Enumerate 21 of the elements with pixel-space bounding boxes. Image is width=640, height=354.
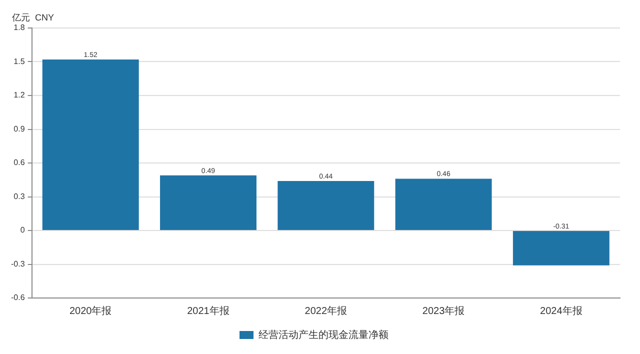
y-tick-label: 0.6 bbox=[14, 158, 26, 168]
bar bbox=[512, 231, 610, 266]
x-tick-label: 2023年报 bbox=[422, 304, 465, 317]
x-tick-label: 2024年报 bbox=[540, 304, 582, 317]
y-tick-label: -0.3 bbox=[10, 259, 26, 268]
x-tick-label: 2021年报 bbox=[187, 304, 230, 317]
y-tick-label: 0.9 bbox=[14, 124, 26, 134]
y-axis-title: 亿元 CNY bbox=[11, 12, 54, 22]
bar bbox=[42, 60, 139, 230]
bar bbox=[278, 181, 374, 230]
bar bbox=[160, 175, 256, 230]
bar bbox=[395, 178, 492, 230]
y-tick-label: 0.3 bbox=[14, 192, 26, 201]
legend-label: 经营活动产生的现金流量净额 bbox=[258, 328, 388, 341]
y-tick-label: 1.8 bbox=[14, 23, 26, 32]
y-tick-label: 1.2 bbox=[14, 90, 26, 100]
x-tick-label: 2022年报 bbox=[304, 304, 348, 317]
y-tick-label: 0 bbox=[20, 226, 26, 235]
y-tick-label: -0.6 bbox=[10, 293, 26, 302]
y-tick-label: 1.5 bbox=[14, 56, 26, 66]
x-tick-label: 2020年报 bbox=[69, 304, 112, 317]
